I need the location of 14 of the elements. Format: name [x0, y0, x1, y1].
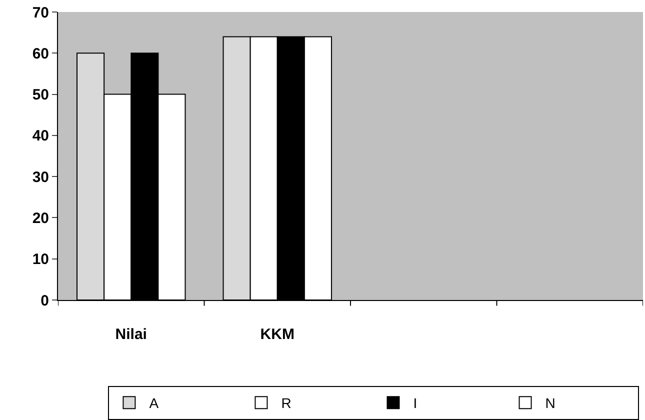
y-tick-label: 0	[40, 292, 49, 310]
y-tick-label: 40	[32, 128, 49, 145]
y-tick-label: 10	[32, 251, 49, 268]
x-tick-label: Nilai	[115, 326, 147, 343]
y-tick-label: 50	[32, 86, 49, 104]
x-tick-label: KKM	[260, 326, 294, 343]
legend-label: I	[413, 395, 418, 412]
y-tick-label: 30	[32, 168, 49, 186]
y-tick-label: 70	[32, 4, 49, 22]
legend-label: A	[149, 395, 160, 412]
legend-label: R	[281, 395, 292, 412]
y-tick-label: 20	[32, 210, 49, 227]
legend-label: N	[545, 395, 556, 412]
y-tick-label: 60	[32, 45, 49, 62]
